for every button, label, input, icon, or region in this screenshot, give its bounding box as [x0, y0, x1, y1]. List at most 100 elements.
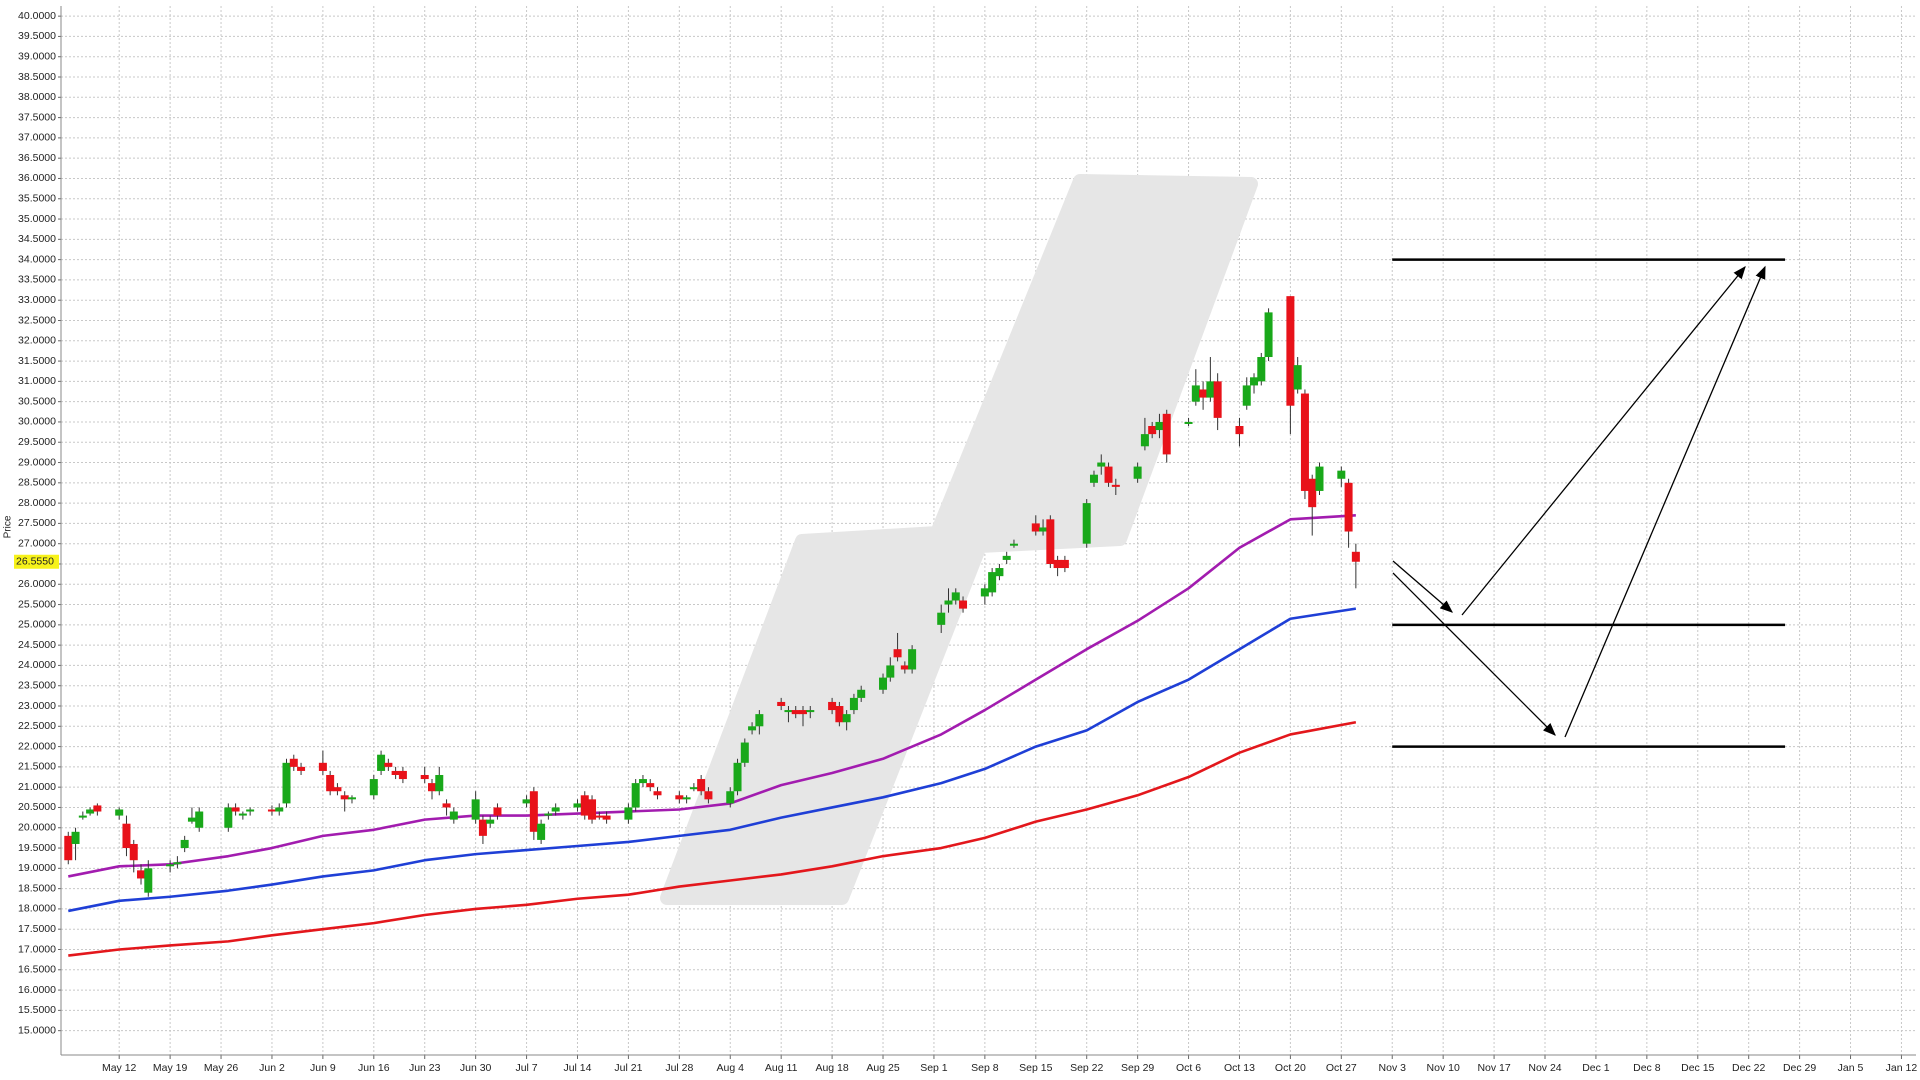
candle-body	[602, 815, 611, 820]
candle-body	[959, 600, 968, 609]
candle-body	[137, 870, 146, 879]
y-tick-label: 37.5000	[18, 111, 56, 123]
arrow	[1392, 572, 1556, 736]
y-tick-label: 23.0000	[18, 700, 56, 712]
candle-body	[187, 817, 196, 822]
y-tick-label: 24.0000	[18, 659, 56, 671]
candle-body	[1002, 555, 1011, 560]
x-tick-label: May 12	[102, 1062, 137, 1074]
y-tick-label: 33.5000	[18, 274, 56, 286]
y-axis-label: Price	[3, 515, 14, 538]
candle-body	[1344, 482, 1353, 532]
candle-body	[1111, 484, 1120, 487]
y-tick-label: 30.0000	[18, 416, 56, 428]
y-tick-label: 33.0000	[18, 294, 56, 306]
y-tick-label: 25.5000	[18, 598, 56, 610]
last-price-box	[14, 554, 59, 569]
candle-body	[1162, 413, 1171, 455]
x-tick-label: May 26	[204, 1062, 239, 1074]
candle-body	[297, 766, 306, 771]
candle-body	[1053, 559, 1062, 569]
x-tick-label: Dec 22	[1732, 1062, 1765, 1074]
candle-body	[78, 815, 87, 818]
y-tick-label: 18.5000	[18, 882, 56, 894]
highlight-channel	[660, 174, 1258, 905]
candle-body	[428, 783, 436, 792]
candle-body	[1140, 434, 1149, 447]
candle-body	[1039, 527, 1048, 532]
candle-body	[937, 612, 946, 625]
candle-body	[726, 791, 735, 804]
candle-body	[1046, 519, 1055, 564]
y-tick-label: 17.0000	[18, 943, 56, 955]
candle-body	[595, 815, 604, 818]
candle-body	[282, 762, 291, 804]
x-tick-label: Dec 8	[1633, 1062, 1661, 1074]
y-tick-label: 21.0000	[18, 781, 56, 793]
candle-body	[799, 710, 807, 715]
y-tick-label: 29.5000	[18, 436, 56, 448]
candle-body	[704, 791, 713, 800]
candle-body	[682, 797, 691, 800]
candle-body	[1009, 543, 1018, 546]
x-tick-label: Jan 12	[1886, 1062, 1918, 1074]
candle-body	[326, 774, 335, 792]
x-tick-label: Nov 17	[1477, 1062, 1510, 1074]
candle-body	[1206, 381, 1215, 398]
x-tick-label: Jul 14	[563, 1062, 591, 1074]
candle-body	[1264, 312, 1273, 358]
candle-body	[246, 809, 255, 812]
candle-body	[115, 809, 124, 816]
x-tick-label: Jul 28	[665, 1062, 693, 1074]
candle-body	[646, 783, 655, 788]
x-tick-label: Nov 3	[1379, 1062, 1407, 1074]
candle-body	[420, 774, 429, 780]
candle-body	[1235, 426, 1244, 435]
moving-average-line	[68, 720, 1357, 957]
arrow	[1564, 265, 1766, 738]
candle-body	[624, 807, 633, 820]
candle-body	[755, 714, 764, 727]
y-tick-label: 27.0000	[18, 537, 56, 549]
candle-body	[828, 701, 837, 711]
candle-body	[631, 783, 640, 808]
candle-body	[740, 742, 749, 763]
candle-body	[391, 770, 400, 775]
x-tick-label: Jun 2	[259, 1062, 285, 1074]
candle-body	[377, 754, 386, 771]
y-tick-label: 17.5000	[18, 923, 56, 935]
candle-body	[267, 809, 276, 812]
candle-body	[86, 809, 95, 814]
candle-body	[748, 726, 757, 731]
x-tick-label: Oct 27	[1326, 1062, 1357, 1074]
y-tick-label: 38.5000	[18, 71, 56, 83]
candle-body	[1315, 466, 1324, 491]
y-tick-label: 35.5000	[18, 193, 56, 205]
y-tick-label: 15.0000	[18, 1024, 56, 1036]
candle-body	[1031, 523, 1040, 532]
candle-body	[835, 706, 844, 723]
x-tick-label: Sep 15	[1019, 1062, 1052, 1074]
candle-body	[1242, 385, 1251, 406]
candle-body	[289, 758, 298, 767]
y-tick-label: 28.5000	[18, 477, 56, 489]
candle-body	[529, 791, 538, 832]
candle-body	[908, 649, 917, 670]
candle-body	[1351, 551, 1360, 562]
candle-body	[398, 770, 407, 780]
x-tick-label: Aug 25	[866, 1062, 899, 1074]
x-tick-label: Aug 11	[765, 1062, 798, 1074]
candle-body	[369, 779, 378, 796]
candle-body	[1184, 421, 1193, 424]
candle-body	[1097, 462, 1106, 467]
x-tick-label: Dec 15	[1681, 1062, 1714, 1074]
candle-body	[449, 811, 458, 820]
candle-body	[980, 588, 989, 597]
candle-body	[675, 795, 684, 800]
candle-body	[231, 807, 240, 812]
candle-body	[238, 813, 247, 816]
candle-body	[1133, 466, 1142, 479]
y-tick-label: 23.5000	[18, 680, 56, 692]
